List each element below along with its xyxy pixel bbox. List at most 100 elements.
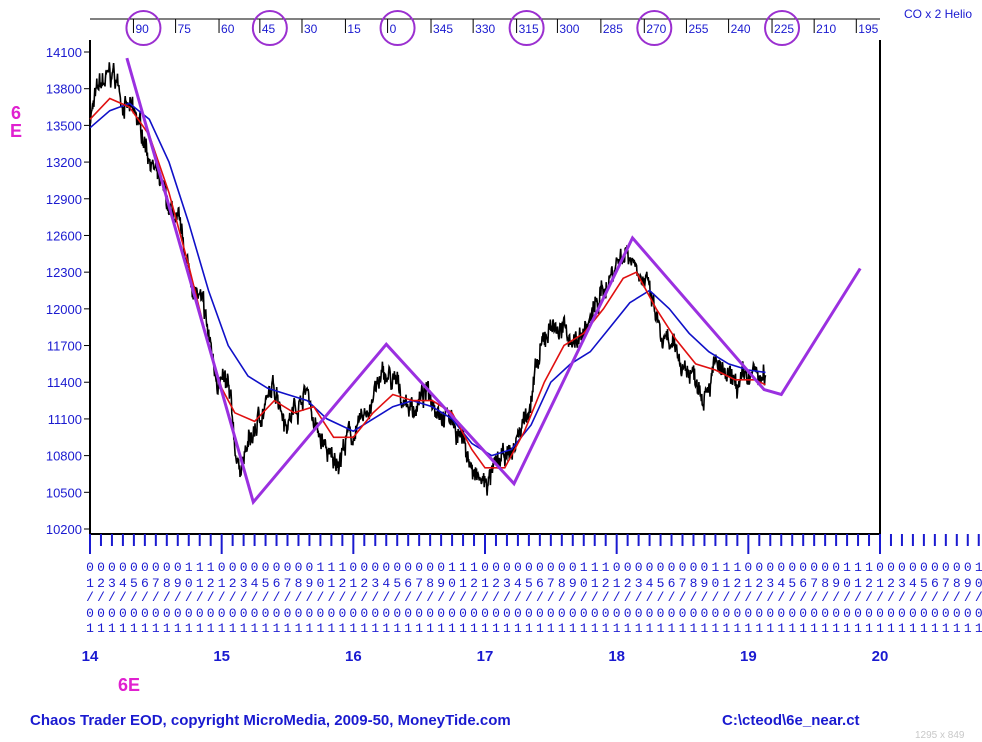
x-month-glyph: / bbox=[295, 590, 303, 605]
x-month-glyph: 0 bbox=[701, 560, 709, 575]
x-month-glyph: 1 bbox=[273, 621, 281, 636]
x-month-glyph: 1 bbox=[777, 621, 785, 636]
x-month-glyph: 1 bbox=[459, 560, 467, 575]
x-month-glyph: 1 bbox=[459, 621, 467, 636]
x-month-glyph: / bbox=[119, 590, 127, 605]
x-month-glyph: 2 bbox=[207, 576, 215, 591]
x-month-glyph: 0 bbox=[306, 606, 314, 621]
x-month-glyph: 1 bbox=[766, 621, 774, 636]
x-month-glyph: / bbox=[492, 590, 500, 605]
x-month-glyph: 1 bbox=[591, 621, 599, 636]
x-month-glyph: 1 bbox=[744, 621, 752, 636]
x-month-glyph: 1 bbox=[251, 621, 259, 636]
x-month-glyph: 3 bbox=[766, 576, 774, 591]
x-month-glyph: / bbox=[668, 590, 676, 605]
x-month-glyph: 6 bbox=[931, 576, 939, 591]
x-month-glyph: 8 bbox=[821, 576, 829, 591]
x-month-glyph: 1 bbox=[338, 621, 346, 636]
x-month-glyph: 0 bbox=[97, 560, 105, 575]
x-month-glyph: 1 bbox=[953, 621, 961, 636]
x-month-glyph: 1 bbox=[591, 560, 599, 575]
x-month-glyph: / bbox=[854, 590, 862, 605]
x-month-glyph: 1 bbox=[701, 621, 709, 636]
x-month-glyph: 0 bbox=[755, 560, 763, 575]
x-month-glyph: 0 bbox=[218, 606, 226, 621]
helio-degree-label: 60 bbox=[221, 22, 235, 36]
x-month-glyph: 0 bbox=[679, 560, 687, 575]
x-month-glyph: 1 bbox=[229, 621, 237, 636]
slow-moving-average bbox=[89, 102, 766, 457]
x-month-glyph: 0 bbox=[97, 606, 105, 621]
x-month-glyph: 1 bbox=[382, 621, 390, 636]
x-month-glyph: 0 bbox=[580, 576, 588, 591]
x-month-glyph: / bbox=[865, 590, 873, 605]
x-month-glyph: 1 bbox=[854, 621, 862, 636]
x-month-glyph: 0 bbox=[635, 606, 643, 621]
x-month-glyph: 3 bbox=[898, 576, 906, 591]
helio-degree-label: 330 bbox=[475, 22, 495, 36]
x-month-glyph: 0 bbox=[525, 606, 533, 621]
x-month-glyph: / bbox=[536, 590, 544, 605]
helio-circle-marker bbox=[508, 10, 545, 46]
x-month-glyph: 0 bbox=[481, 606, 489, 621]
x-month-glyph: 0 bbox=[788, 606, 796, 621]
x-month-glyph: 0 bbox=[679, 606, 687, 621]
x-month-glyph: 5 bbox=[920, 576, 928, 591]
price-line bbox=[89, 62, 767, 496]
x-month-glyph: 1 bbox=[492, 621, 500, 636]
x-year-label: 19 bbox=[740, 648, 757, 665]
x-month-glyph: 0 bbox=[953, 606, 961, 621]
x-month-glyph: 1 bbox=[755, 621, 763, 636]
x-month-glyph: / bbox=[97, 590, 105, 605]
x-month-glyph: 1 bbox=[262, 621, 270, 636]
x-month-glyph: 5 bbox=[262, 576, 270, 591]
copyright-footer: Chaos Trader EOD, copyright MicroMedia, … bbox=[30, 712, 511, 729]
symbol-label-part-1: 6 bbox=[11, 103, 22, 123]
x-month-glyph: 1 bbox=[722, 560, 730, 575]
x-month-glyph: / bbox=[130, 590, 138, 605]
x-month-glyph: 0 bbox=[207, 606, 215, 621]
x-month-glyph: 1 bbox=[152, 621, 160, 636]
x-month-glyph: 0 bbox=[437, 606, 445, 621]
x-month-glyph: 0 bbox=[404, 606, 412, 621]
y-tick-label: 12000 bbox=[46, 302, 82, 317]
x-month-glyph: 1 bbox=[86, 621, 94, 636]
x-month-glyph: 1 bbox=[86, 576, 94, 591]
x-month-glyph: 4 bbox=[382, 576, 390, 591]
x-month-glyph: 0 bbox=[108, 560, 116, 575]
x-month-glyph: 0 bbox=[766, 560, 774, 575]
x-month-glyph: 7 bbox=[547, 576, 555, 591]
x-month-glyph: 1 bbox=[349, 621, 357, 636]
x-month-glyph: 3 bbox=[240, 576, 248, 591]
x-month-glyph: / bbox=[722, 590, 730, 605]
x-month-glyph: 1 bbox=[108, 621, 116, 636]
x-month-glyph: / bbox=[349, 590, 357, 605]
helio-degree-label: 225 bbox=[774, 22, 794, 36]
x-month-glyph: / bbox=[777, 590, 785, 605]
x-month-glyph: 0 bbox=[174, 606, 182, 621]
x-month-glyph: 1 bbox=[349, 576, 357, 591]
x-month-glyph: 0 bbox=[382, 606, 390, 621]
x-month-glyph: / bbox=[931, 590, 939, 605]
y-tick-label: 10500 bbox=[46, 485, 82, 500]
x-month-glyph: 0 bbox=[744, 560, 752, 575]
x-month-glyph: 1 bbox=[514, 621, 522, 636]
x-month-glyph: / bbox=[382, 590, 390, 605]
x-month-glyph: 0 bbox=[393, 560, 401, 575]
x-month-glyph: 1 bbox=[470, 621, 478, 636]
y-axis: 10200 10500 10800 11100 11400 11700 12000 12300… bbox=[46, 45, 90, 537]
x-month-glyph: 0 bbox=[832, 606, 840, 621]
x-month-glyph: 9 bbox=[569, 576, 577, 591]
x-month-glyph: 0 bbox=[360, 560, 368, 575]
x-month-glyph: 0 bbox=[262, 560, 270, 575]
x-month-glyph: / bbox=[185, 590, 193, 605]
x-month-glyph: 1 bbox=[448, 621, 456, 636]
x-month-glyph: 0 bbox=[306, 560, 314, 575]
x-month-glyph: 0 bbox=[788, 560, 796, 575]
x-month-glyph: / bbox=[240, 590, 248, 605]
x-month-glyph: 1 bbox=[876, 576, 884, 591]
x-month-glyph: 0 bbox=[371, 606, 379, 621]
x-month-glyph: 0 bbox=[876, 606, 884, 621]
x-month-glyph: 0 bbox=[712, 606, 720, 621]
x-month-glyph: 1 bbox=[481, 576, 489, 591]
